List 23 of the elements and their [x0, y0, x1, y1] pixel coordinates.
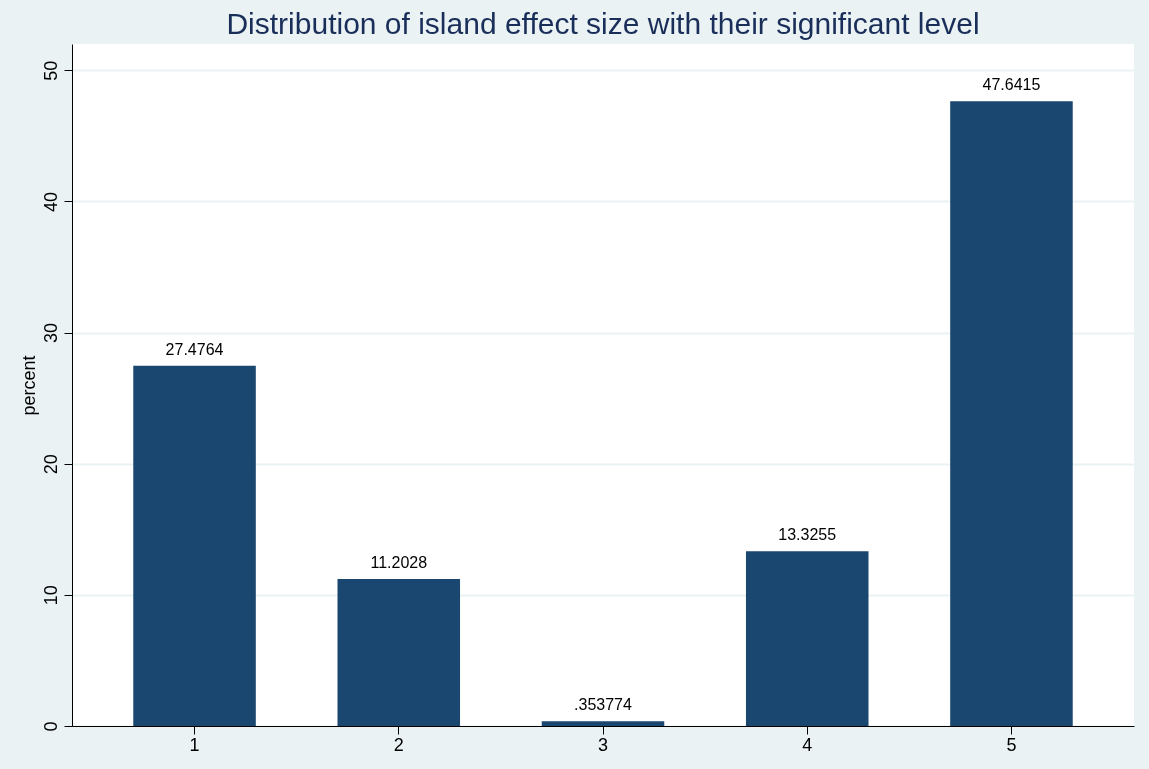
- data-label: .353774: [574, 696, 633, 714]
- bar: [337, 579, 461, 726]
- data-label: 47.6415: [982, 76, 1041, 94]
- y-tick-label: 0: [40, 721, 61, 732]
- bar: [745, 551, 869, 726]
- y-tick-label: 30: [40, 323, 61, 344]
- y-axis-title: percent: [18, 355, 39, 416]
- chart-title: Distribution of island effect size with their significant level: [226, 7, 980, 40]
- y-tick-label: 50: [40, 60, 61, 81]
- bar: [950, 101, 1073, 726]
- y-tick-label: 10: [40, 585, 61, 606]
- data-label: 27.4764: [165, 340, 224, 358]
- x-tick-label: 3: [597, 734, 609, 755]
- y-tick-label: 20: [40, 454, 61, 475]
- data-label: 13.3255: [778, 526, 837, 544]
- x-tick-label: 4: [802, 734, 813, 755]
- bar: [133, 365, 256, 726]
- data-label: 11.2028: [370, 554, 428, 572]
- y-tick-label: 40: [40, 191, 61, 212]
- bar: [541, 721, 665, 726]
- x-tick-label: 1: [189, 734, 200, 755]
- x-tick-label: 2: [393, 734, 404, 755]
- x-tick-label: 5: [1006, 734, 1017, 755]
